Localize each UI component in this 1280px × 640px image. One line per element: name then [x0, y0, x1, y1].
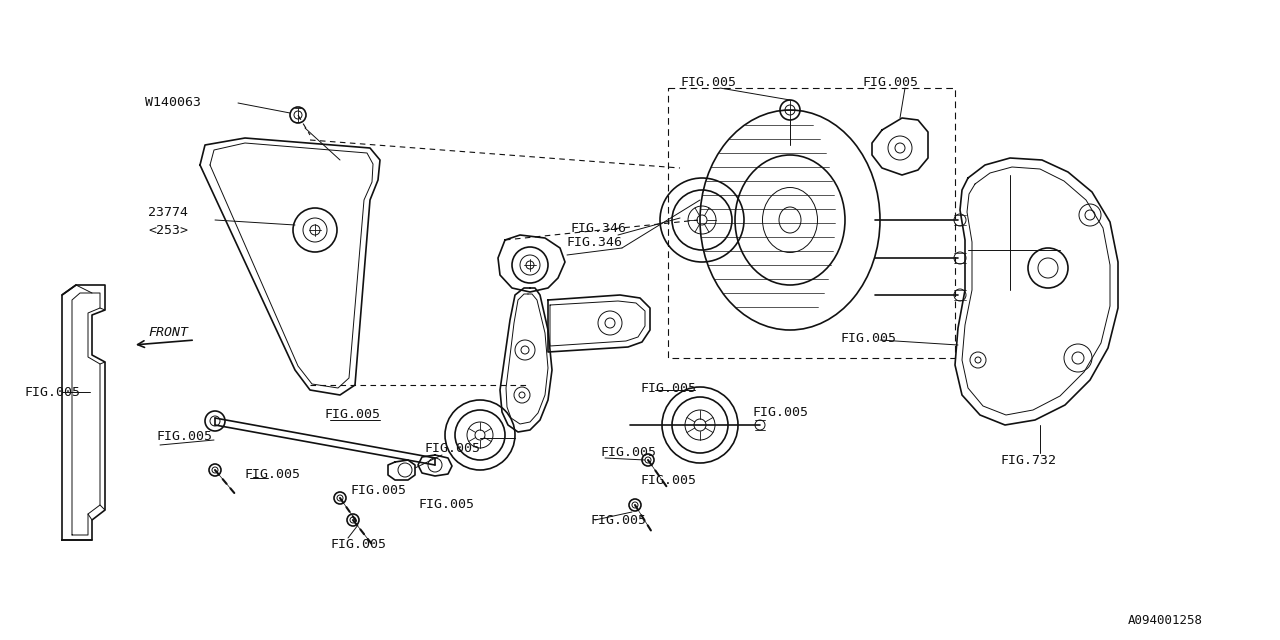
Text: FIG.005: FIG.005 — [640, 381, 696, 394]
Text: FIG.005: FIG.005 — [590, 513, 646, 527]
Text: FIG.005: FIG.005 — [26, 385, 81, 399]
Text: 23774: 23774 — [148, 205, 188, 218]
Text: FRONT: FRONT — [148, 326, 188, 339]
Text: FIG.005: FIG.005 — [753, 406, 808, 419]
Text: W140063: W140063 — [145, 97, 201, 109]
Text: FIG.005: FIG.005 — [349, 483, 406, 497]
Text: FIG.346: FIG.346 — [567, 236, 623, 248]
Text: FIG.005: FIG.005 — [861, 77, 918, 90]
Text: A094001258: A094001258 — [1128, 614, 1203, 627]
Text: FIG.005: FIG.005 — [330, 538, 387, 552]
Text: FIG.005: FIG.005 — [680, 77, 736, 90]
Text: FIG.005: FIG.005 — [325, 408, 381, 422]
Text: FIG.732: FIG.732 — [1000, 454, 1056, 467]
Text: FIG.005: FIG.005 — [640, 474, 696, 486]
Text: FIG.005: FIG.005 — [419, 499, 474, 511]
Text: <253>: <253> — [148, 223, 188, 237]
Text: FIG.346: FIG.346 — [570, 221, 626, 234]
Text: FIG.005: FIG.005 — [244, 468, 301, 481]
Text: FIG.005: FIG.005 — [840, 332, 896, 344]
Text: FIG.005: FIG.005 — [424, 442, 480, 454]
Text: FIG.005: FIG.005 — [157, 431, 212, 444]
Text: FIG.005: FIG.005 — [600, 447, 657, 460]
